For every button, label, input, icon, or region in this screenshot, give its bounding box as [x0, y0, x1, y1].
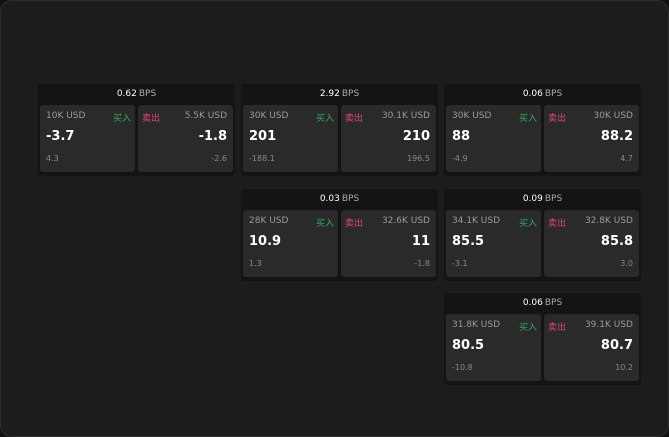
bid-change: -10.8 — [452, 363, 473, 372]
spread-header: 2.92 BPS — [241, 84, 438, 105]
bid-price: -3.7 — [46, 129, 75, 144]
spread-header: 0.09 BPS — [444, 189, 641, 210]
bid-size: 30K USD — [249, 111, 289, 121]
sell-cell[interactable]: 卖出 32.6K USD 11 -1.8 — [341, 210, 436, 277]
bid-change: -3.1 — [452, 259, 468, 268]
sell-label: 卖出 — [548, 323, 567, 333]
spread-header: 0.03 BPS — [241, 189, 438, 210]
buy-cell[interactable]: 30K USD 买入 201 -188.1 — [243, 105, 338, 172]
buy-label: 买入 — [518, 323, 537, 333]
ask-change: -2.6 — [211, 154, 227, 163]
sell-label: 卖出 — [345, 219, 364, 229]
bid-size: 34.1K USD — [452, 216, 501, 226]
bid-price: 10.9 — [249, 234, 282, 249]
sell-cell[interactable]: 卖出 5.5K USD -1.8 -2.6 — [138, 105, 233, 172]
bid-size: 10K USD — [46, 111, 86, 121]
buy-cell[interactable]: 34.1K USD 买入 85.5 -3.1 — [446, 210, 541, 277]
ask-size: 39.1K USD — [584, 320, 633, 330]
buy-label: 买入 — [518, 219, 537, 229]
spread-value: 0.06 — [522, 89, 543, 99]
buy-label: 买入 — [112, 114, 131, 124]
buy-label: 买入 — [518, 114, 537, 124]
spread-header: 0.06 BPS — [444, 84, 641, 105]
sell-cell[interactable]: 卖出 39.1K USD 80.7 10.2 — [544, 314, 639, 381]
spread-value: 0.03 — [319, 194, 340, 204]
sell-label: 卖出 — [548, 219, 567, 229]
spread-value: 0.62 — [116, 89, 137, 99]
spread-unit: BPS — [544, 298, 563, 308]
spread-unit: BPS — [341, 194, 360, 204]
price-widget: 2.92 BPS 30K USD 买入 201 -188.1 卖出 30.1K U… — [241, 84, 438, 176]
ask-change: 10.2 — [615, 363, 633, 372]
spread-unit: BPS — [341, 89, 360, 99]
ask-price: 85.8 — [600, 234, 633, 249]
ask-price: -1.8 — [198, 129, 227, 144]
ask-size: 30K USD — [593, 111, 633, 121]
bid-change: -4.9 — [452, 154, 468, 163]
sell-cell[interactable]: 卖出 30.1K USD 210 196.5 — [341, 105, 436, 172]
price-widget: 0.62 BPS 10K USD 买入 -3.7 4.3 卖出 5.5K USD … — [38, 84, 235, 176]
bid-price: 201 — [249, 129, 277, 144]
ask-price: 210 — [402, 129, 430, 144]
ask-change: 196.5 — [407, 154, 430, 163]
spread-unit: BPS — [544, 194, 563, 204]
buy-label: 买入 — [315, 219, 334, 229]
bid-price: 88 — [452, 129, 471, 144]
spread-value: 0.06 — [522, 298, 543, 308]
buy-label: 买入 — [315, 114, 334, 124]
spread-header: 0.62 BPS — [38, 84, 235, 105]
ask-size: 5.5K USD — [184, 111, 227, 121]
ask-change: 3.0 — [620, 259, 633, 268]
sell-label: 卖出 — [548, 114, 567, 124]
sell-label: 卖出 — [345, 114, 364, 124]
ask-size: 30.1K USD — [381, 111, 430, 121]
price-widget: 0.06 BPS 30K USD 买入 88 -4.9 卖出 30K USD 88… — [444, 84, 641, 176]
buy-cell[interactable]: 30K USD 买入 88 -4.9 — [446, 105, 541, 172]
bid-size: 30K USD — [452, 111, 492, 121]
ask-price: 80.7 — [600, 338, 633, 353]
buy-cell[interactable]: 10K USD 买入 -3.7 4.3 — [40, 105, 135, 172]
bid-price: 80.5 — [452, 338, 485, 353]
bid-change: 4.3 — [46, 154, 59, 163]
spread-value: 2.92 — [319, 89, 340, 99]
bid-change: 1.3 — [249, 259, 262, 268]
bid-size: 31.8K USD — [452, 320, 501, 330]
spread-value: 0.09 — [522, 194, 543, 204]
price-widget: 0.09 BPS 34.1K USD 买入 85.5 -3.1 卖出 32.8K … — [444, 189, 641, 281]
ask-size: 32.6K USD — [381, 216, 430, 226]
ask-price: 88.2 — [600, 129, 633, 144]
ask-change: -1.8 — [414, 259, 430, 268]
spread-unit: BPS — [544, 89, 563, 99]
spread-unit: BPS — [138, 89, 157, 99]
sell-label: 卖出 — [142, 114, 161, 124]
bid-size: 28K USD — [249, 216, 289, 226]
ask-change: 4.7 — [620, 154, 633, 163]
ask-size: 32.8K USD — [584, 216, 633, 226]
price-widget: 0.03 BPS 28K USD 买入 10.9 1.3 卖出 32.6K USD… — [241, 189, 438, 281]
price-widget: 0.06 BPS 31.8K USD 买入 80.5 -10.8 卖出 39.1K… — [444, 293, 641, 385]
bid-change: -188.1 — [249, 154, 275, 163]
ask-price: 11 — [411, 234, 430, 249]
buy-cell[interactable]: 28K USD 买入 10.9 1.3 — [243, 210, 338, 277]
sell-cell[interactable]: 卖出 32.8K USD 85.8 3.0 — [544, 210, 639, 277]
spread-header: 0.06 BPS — [444, 293, 641, 314]
sell-cell[interactable]: 卖出 30K USD 88.2 4.7 — [544, 105, 639, 172]
buy-cell[interactable]: 31.8K USD 买入 80.5 -10.8 — [446, 314, 541, 381]
bid-price: 85.5 — [452, 234, 485, 249]
